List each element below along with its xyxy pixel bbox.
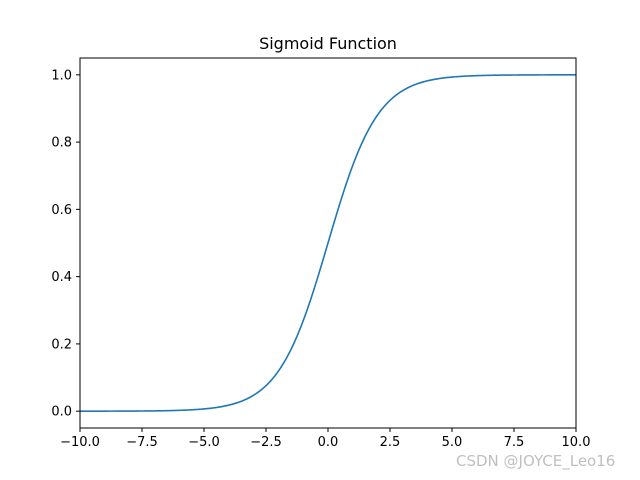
x-tick-label: 0.0 xyxy=(318,435,339,450)
y-tick-label: 0.8 xyxy=(51,136,72,151)
plot-frame xyxy=(79,57,577,429)
y-axis-ticks: 0.0 0.2 0.4 0.6 0.8 1.0 xyxy=(51,68,80,420)
y-tick-label: 1.0 xyxy=(51,68,72,83)
x-tick-label: 10.0 xyxy=(562,435,591,450)
x-tick-label: −2.5 xyxy=(250,435,282,450)
x-tick-label: 2.5 xyxy=(380,435,401,450)
watermark-text: CSDN @JOYCE_Leo16 xyxy=(456,452,616,470)
series-line-sigmoid xyxy=(80,74,576,412)
x-tick-label: −10.0 xyxy=(60,435,100,450)
x-axis-ticks: −10.0 −7.5 −5.0 −2.5 0.0 2.5 5.0 7.5 10.0 xyxy=(60,428,590,450)
x-tick-label: 7.5 xyxy=(504,435,525,450)
x-tick-label: −7.5 xyxy=(126,435,158,450)
x-tick-label: −5.0 xyxy=(188,435,220,450)
y-tick-label: 0.2 xyxy=(51,337,72,352)
y-tick-label: 0.4 xyxy=(51,270,72,285)
y-tick-label: 0.6 xyxy=(51,203,72,218)
y-tick-label: 0.0 xyxy=(51,405,72,420)
x-tick-label: 5.0 xyxy=(442,435,463,450)
chart-title: Sigmoid Function xyxy=(259,34,397,53)
